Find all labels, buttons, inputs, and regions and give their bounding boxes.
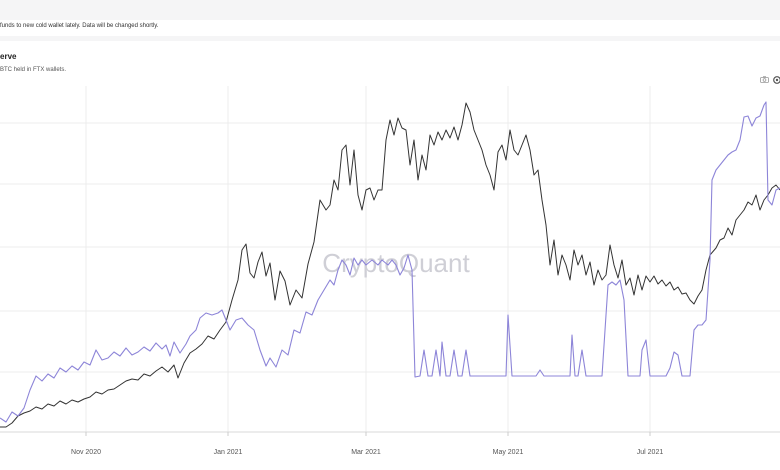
x-tick-label: Jul 2021 — [637, 449, 664, 456]
series-line-2 — [0, 101, 780, 423]
series-line-1 — [0, 102, 780, 428]
x-axis-ticks: Nov 2020 Jan 2021 Mar 2021 May 2021 Jul 2021 — [71, 432, 663, 456]
top-bar — [0, 0, 780, 20]
chart-series — [0, 101, 780, 428]
chart-title: erve — [0, 52, 17, 61]
x-tick-label: Mar 2021 — [351, 449, 381, 456]
camera-icon[interactable] — [760, 76, 769, 83]
section-separator — [0, 36, 780, 41]
watermark-text: CryptoQuant — [322, 248, 470, 278]
options-icon[interactable] — [773, 76, 780, 84]
chart-subtitle: BTC held in FTX wallets. — [0, 67, 67, 73]
notice-text: funds to new cold wallet lately. Data wi… — [0, 23, 159, 29]
x-tick-label: May 2021 — [493, 449, 524, 456]
x-tick-label: Nov 2020 — [71, 449, 101, 456]
x-tick-label: Jan 2021 — [214, 449, 243, 456]
